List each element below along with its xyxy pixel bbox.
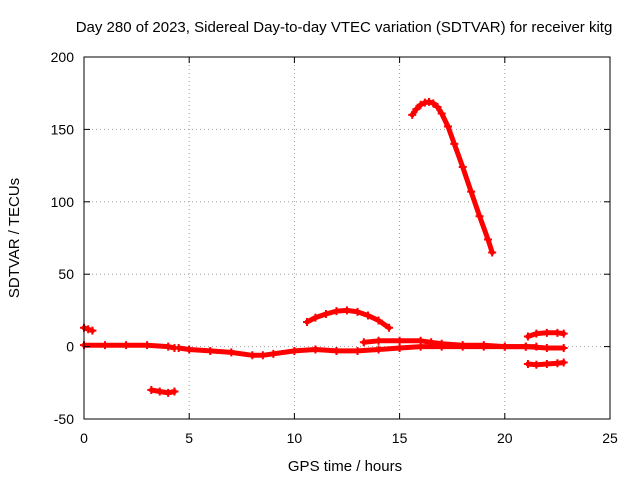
data-point [542, 328, 551, 337]
data-point [122, 341, 131, 350]
data-point [332, 307, 341, 316]
data-point [311, 345, 320, 354]
data-point [479, 341, 488, 350]
data-point [433, 102, 442, 111]
data-point [500, 342, 509, 351]
plot-frame [83, 56, 611, 420]
data-point [303, 317, 312, 326]
data-point [532, 360, 541, 369]
data-point [185, 345, 194, 354]
data-point [343, 306, 351, 315]
data-point [353, 307, 362, 316]
data-point [559, 358, 568, 367]
axis-ticks: 0 5 10 15 20 25 -50 0 50 100 150 200 [51, 49, 618, 446]
data-point [290, 346, 299, 355]
y-tick-label: 0 [66, 339, 74, 355]
grid-lines [84, 57, 610, 419]
data-point [321, 310, 330, 319]
data-point [364, 311, 373, 320]
data-point [412, 105, 421, 114]
data-point [227, 348, 236, 357]
y-tick-label: 200 [51, 49, 75, 65]
data-point [532, 342, 541, 351]
data-point [88, 326, 97, 335]
data-point [532, 329, 541, 338]
series-line-s7 [361, 338, 539, 350]
data-point [483, 235, 492, 244]
data-point [437, 109, 446, 118]
data-point [450, 139, 459, 148]
y-tick-label: 100 [51, 194, 75, 210]
data-point [164, 342, 173, 351]
x-tick-label: 10 [287, 430, 303, 446]
data-point [559, 329, 568, 338]
data-point [458, 163, 467, 172]
data-point [101, 341, 110, 350]
x-tick-label: 0 [80, 430, 88, 446]
data-point [475, 212, 484, 221]
data-point [408, 110, 417, 119]
data-point [147, 386, 156, 395]
data-point [143, 341, 152, 350]
data-point [467, 187, 476, 196]
data-point [416, 100, 425, 109]
data-point [174, 344, 183, 353]
data-point [164, 388, 173, 397]
data-point [395, 344, 404, 353]
data-point [353, 346, 362, 355]
data-point [429, 99, 438, 108]
data-point [385, 323, 394, 332]
data-point [542, 359, 551, 368]
data-point [542, 344, 551, 353]
data-point [374, 336, 383, 345]
x-tick-label: 20 [497, 430, 513, 446]
series-line-s5 [304, 307, 392, 331]
data-point [427, 338, 436, 347]
data-point [170, 387, 179, 396]
data-point [521, 342, 530, 351]
data-point [359, 338, 368, 347]
x-tick-label: 5 [185, 430, 193, 446]
data-points [80, 97, 568, 397]
data-point [425, 97, 434, 106]
data-point [84, 325, 93, 334]
data-point [458, 341, 467, 350]
data-point [206, 346, 215, 355]
data-point [374, 345, 383, 354]
data-point [374, 316, 383, 325]
data-point [488, 248, 497, 257]
data-point [523, 359, 532, 368]
chart-title: Day 280 of 2023, Sidereal Day-to-day VTE… [76, 19, 613, 36]
data-point [258, 351, 267, 360]
data-point [248, 351, 257, 360]
data-point [311, 313, 320, 322]
x-axis-label: GPS time / hours [288, 458, 402, 475]
y-tick-label: 150 [51, 121, 75, 137]
y-tick-label: -50 [54, 411, 74, 427]
x-tick-label: 25 [602, 430, 618, 446]
data-point [269, 349, 278, 358]
data-point [332, 346, 341, 355]
data-point [443, 122, 452, 131]
y-axis-label: SDTVAR / TECUs [6, 178, 23, 298]
data-point [437, 339, 446, 348]
data-point [416, 336, 425, 345]
data-point [523, 332, 532, 341]
data-point [155, 387, 164, 396]
y-tick-label: 50 [58, 266, 74, 282]
x-tick-label: 15 [392, 430, 408, 446]
data-point [559, 344, 568, 353]
series-line-s8 [409, 99, 495, 255]
data-point [395, 336, 404, 345]
